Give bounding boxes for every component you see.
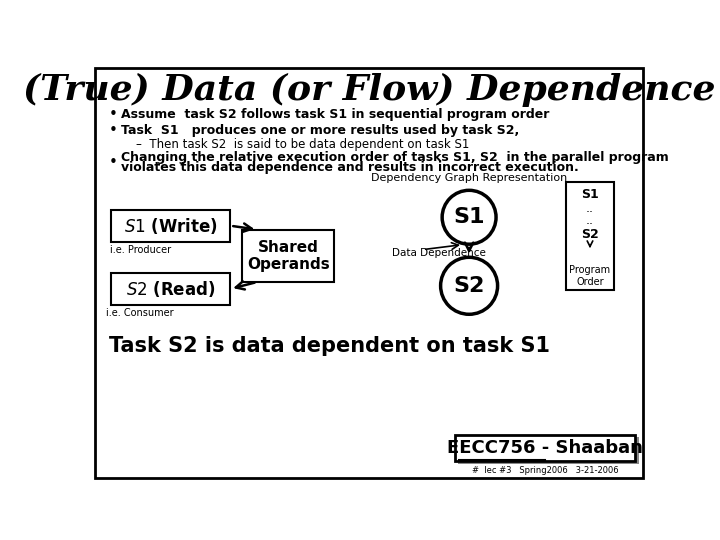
Text: –  Then task S2  is said to be data dependent on task S1: – Then task S2 is said to be data depend… bbox=[137, 138, 470, 151]
Text: S1: S1 bbox=[454, 207, 485, 227]
Text: ..: .. bbox=[586, 214, 594, 227]
Bar bbox=[459, 437, 639, 464]
Text: Data Dependence: Data Dependence bbox=[392, 248, 486, 259]
Text: ..: .. bbox=[586, 201, 594, 214]
Text: Changing the relative execution order of tasks S1, S2  in the parallel program: Changing the relative execution order of… bbox=[121, 151, 669, 164]
Text: Program
Order: Program Order bbox=[570, 265, 611, 287]
Text: $\it{S1}$ $\bf{(Write)}$: $\it{S1}$ $\bf{(Write)}$ bbox=[124, 215, 217, 236]
Text: violates this data dependence and results in incorrect execution.: violates this data dependence and result… bbox=[121, 161, 579, 174]
Text: Task  S1   produces one or more results used by task S2,: Task S1 produces one or more results use… bbox=[121, 124, 519, 137]
Circle shape bbox=[442, 190, 496, 244]
Text: S1: S1 bbox=[581, 188, 599, 201]
Text: S2: S2 bbox=[454, 276, 485, 296]
Text: EECC756 - Shaaban: EECC756 - Shaaban bbox=[447, 439, 643, 457]
Text: (True) Data (or Flow) Dependence: (True) Data (or Flow) Dependence bbox=[23, 73, 715, 107]
Text: •: • bbox=[109, 123, 117, 138]
Text: i.e. Consumer: i.e. Consumer bbox=[107, 308, 174, 318]
Text: Task S2 is data dependent on task S1: Task S2 is data dependent on task S1 bbox=[109, 336, 550, 356]
Text: •: • bbox=[109, 155, 117, 170]
Text: $\it{S2}$ $\bf{(Read)}$: $\it{S2}$ $\bf{(Read)}$ bbox=[126, 279, 215, 299]
Text: #  lec #3   Spring2006   3-21-2006: # lec #3 Spring2006 3-21-2006 bbox=[472, 466, 618, 475]
Text: Assume  task S2 follows task S1 in sequential program order: Assume task S2 follows task S1 in sequen… bbox=[121, 109, 549, 122]
Text: i.e. Producer: i.e. Producer bbox=[109, 245, 171, 254]
Text: Shared
Operands: Shared Operands bbox=[247, 240, 330, 272]
Text: Dependency Graph Representation: Dependency Graph Representation bbox=[371, 173, 567, 183]
Bar bbox=[566, 182, 614, 289]
Text: S2: S2 bbox=[581, 228, 599, 241]
Bar bbox=[111, 210, 230, 242]
Bar bbox=[242, 230, 334, 282]
Circle shape bbox=[441, 257, 498, 314]
Text: •: • bbox=[109, 107, 117, 123]
Bar bbox=[455, 435, 636, 461]
Bar bbox=[111, 273, 230, 305]
